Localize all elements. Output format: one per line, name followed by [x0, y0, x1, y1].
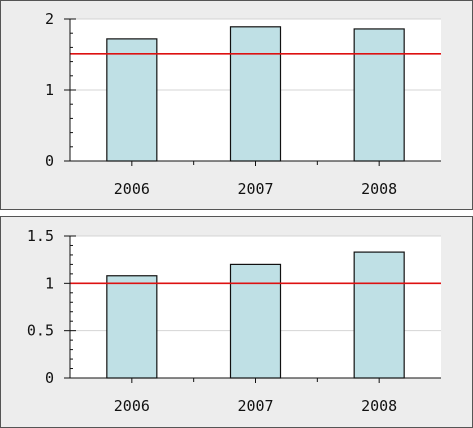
bar-2007: [229, 263, 282, 379]
y-tick-label: 0.5: [27, 322, 54, 340]
x-tick-label: 2008: [361, 180, 397, 198]
y-tick-label: 1: [45, 81, 54, 99]
bar-2008: [353, 251, 405, 379]
y-tick-label: 2: [45, 10, 54, 28]
bar-2006: [106, 38, 158, 162]
chart-panel-bottom: 0 0.5 1 1.5 2006 2007 2008: [0, 216, 473, 428]
y-tick-label: 0: [45, 369, 54, 387]
x-tick-label: 2008: [361, 397, 397, 415]
bar-2008: [353, 28, 405, 162]
bar-2006: [106, 275, 158, 379]
y-tick-label: 0: [45, 152, 54, 170]
bar-chart-bottom: 0 0.5 1 1.5 2006 2007 2008: [27, 227, 441, 415]
y-tick-label: 1: [45, 274, 54, 292]
x-tick-label: 2006: [114, 397, 150, 415]
x-tick-label: 2007: [237, 397, 273, 415]
bar-2007: [229, 26, 282, 162]
chart-panel-top: 0 1 2 2006 2007 2008: [0, 0, 473, 210]
bar-chart-top: 0 1 2 2006 2007 2008: [45, 10, 441, 198]
x-tick-label: 2007: [237, 180, 273, 198]
y-tick-label: 1.5: [27, 227, 54, 245]
x-tick-label: 2006: [114, 180, 150, 198]
